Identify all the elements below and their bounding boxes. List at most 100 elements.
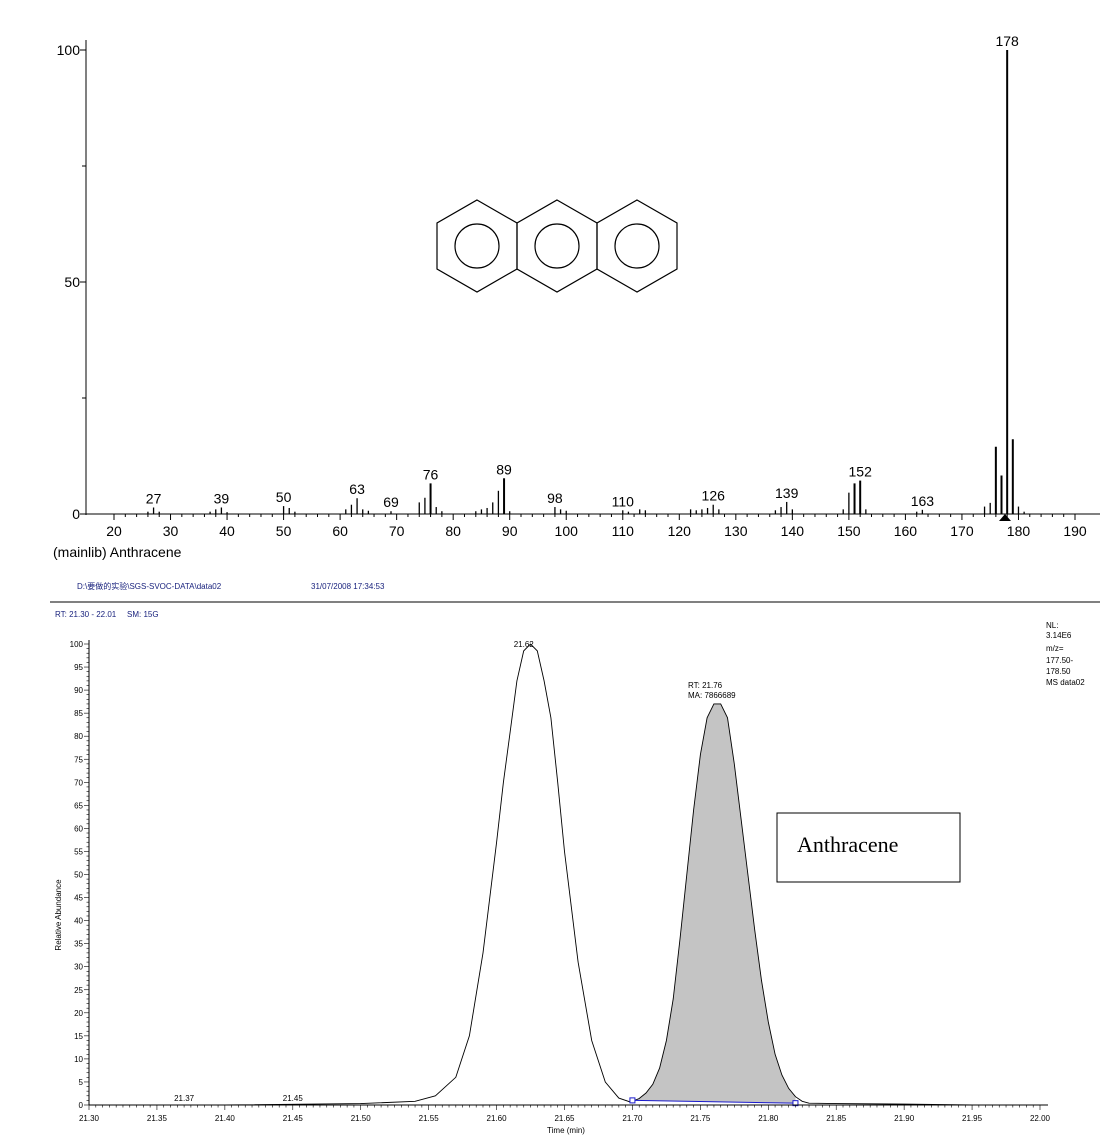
chrom-y-tick-label: 75 xyxy=(74,755,83,764)
chrom-y-tick-label: 35 xyxy=(74,940,83,949)
chrom-x-tick-label: 21.30 xyxy=(79,1114,100,1123)
ms-x-tick-label: 100 xyxy=(555,523,579,539)
x-axis-title: Time (min) xyxy=(547,1126,585,1135)
baseline-start-marker xyxy=(629,1097,636,1104)
chrom-y-tick-label: 40 xyxy=(74,917,83,926)
ms-y-tick-label: 50 xyxy=(64,274,80,290)
chrom-y-tick-label: 0 xyxy=(79,1101,84,1110)
library-caption: (mainlib) Anthracene xyxy=(53,544,182,560)
chrom-y-tick-label: 5 xyxy=(79,1078,84,1087)
ring-left-circle xyxy=(454,223,500,269)
ms-x-tick-label: 60 xyxy=(332,523,348,539)
chromatogram-trace xyxy=(89,643,1040,1106)
chrom-y-tick-label: 80 xyxy=(74,732,83,741)
ring-right-circle xyxy=(614,223,660,269)
ms-peak-label: 110 xyxy=(612,493,635,509)
ring-left xyxy=(436,199,518,293)
chrom-y-tick-label: 20 xyxy=(74,1009,83,1018)
chromatogram: 0 5 10 15 20 25 30 35 40 45 50 55 60 65 70 75 80 85 90 95 10… xyxy=(54,621,1085,1135)
chrom-y-tick-label: 25 xyxy=(74,986,83,995)
peak-rt-label: RT: 21.76 xyxy=(688,681,723,690)
chrom-y-tick-label: 15 xyxy=(74,1032,83,1041)
integrated-peak-area xyxy=(632,703,796,1104)
chrom-x-tick-label: 21.75 xyxy=(690,1114,711,1123)
ms-x-tick-label: 150 xyxy=(837,523,861,539)
chrom-y-tick-label: 10 xyxy=(74,1055,83,1064)
ring-middle-circle xyxy=(534,223,580,269)
ms-x-tick-label: 190 xyxy=(1063,523,1087,539)
chrom-peak-labels: 21.62 21.37 21.45 xyxy=(174,640,534,1103)
info-line: NL: xyxy=(1046,621,1058,630)
info-line: 178.50 xyxy=(1046,667,1071,676)
chrom-x-tick-label: 21.65 xyxy=(554,1114,575,1123)
chrom-peak-label: 21.45 xyxy=(283,1094,304,1103)
ms-peak-label: 126 xyxy=(702,488,726,504)
chrom-x-tick-label: 21.40 xyxy=(215,1114,236,1123)
ms-y-tick-label: 100 xyxy=(57,42,81,58)
chrom-x-tick-label: 21.55 xyxy=(419,1114,440,1123)
ms-x-tick-label: 70 xyxy=(389,523,405,539)
info-line: m/z= xyxy=(1046,644,1064,653)
chrom-peak-label: 21.62 xyxy=(514,640,535,649)
ms-peak-label: 163 xyxy=(911,493,935,509)
ms-x-tick-label: 170 xyxy=(950,523,974,539)
ms-x-tick-label: 80 xyxy=(445,523,461,539)
rt-range: RT: 21.30 - 22.01 xyxy=(55,610,117,619)
ms-peak-label: 63 xyxy=(349,481,365,497)
chrom-x-tick-label: 21.60 xyxy=(487,1114,508,1123)
ms-peak-label: 178 xyxy=(995,33,1019,49)
ms-peak-label: 39 xyxy=(214,491,230,507)
info-line: 177.50- xyxy=(1046,656,1073,665)
ms-x-tick-label: 110 xyxy=(612,523,635,539)
ms-x-tick-label: 160 xyxy=(894,523,918,539)
y-axis-title: Relative Abundance xyxy=(54,879,63,951)
ms-peak-label: 89 xyxy=(496,461,512,477)
ms-peaks xyxy=(147,50,1025,514)
file-path: D:\要做的实验\SGS-SVOC-DATA\data02 xyxy=(77,581,222,591)
ms-x-tick-label: 130 xyxy=(724,523,748,539)
ms-peak-label: 69 xyxy=(383,494,399,510)
ring-middle xyxy=(516,199,598,293)
ms-y-tick-label: 0 xyxy=(72,506,80,522)
chrom-y-tick-label: 100 xyxy=(70,640,84,649)
integration-baseline xyxy=(632,1099,796,1104)
ms-peak-label: 50 xyxy=(276,489,292,505)
chrom-axes: 0 5 10 15 20 25 30 35 40 45 50 55 60 65 70 75 80 85 90 95 10… xyxy=(70,640,1051,1123)
chrom-x-tick-label: 21.95 xyxy=(962,1114,983,1123)
ms-axes: 0 50 100 20 30 40 50 60 70 80 90 100 110 120 130 140 150… xyxy=(57,40,1100,539)
chrom-x-tick-label: 21.85 xyxy=(826,1114,847,1123)
chrom-y-tick-label: 60 xyxy=(74,824,83,833)
chrom-x-tick-label: 21.45 xyxy=(283,1114,304,1123)
compound-label: Anthracene xyxy=(797,832,898,857)
anthracene-structure xyxy=(436,199,678,293)
chrom-y-tick-label: 90 xyxy=(74,686,83,695)
scan-info: NL: 3.14E6 m/z= 177.50- 178.50 MS data02 xyxy=(1046,621,1085,687)
chrom-x-tick-label: 21.70 xyxy=(622,1114,643,1123)
ms-peak-label: 139 xyxy=(775,485,799,501)
chrom-x-tick-label: 21.35 xyxy=(147,1114,168,1123)
smoothing: SM: 15G xyxy=(127,610,159,619)
base-peak-marker xyxy=(999,514,1011,521)
chrom-y-tick-label: 50 xyxy=(74,871,83,880)
ms-x-tick-label: 120 xyxy=(668,523,692,539)
ms-x-tick-label: 180 xyxy=(1007,523,1031,539)
chrom-x-tick-label: 21.80 xyxy=(758,1114,779,1123)
chrom-y-tick-label: 95 xyxy=(74,663,83,672)
chrom-y-tick-label: 65 xyxy=(74,801,83,810)
ms-peak-label: 27 xyxy=(146,491,162,507)
chrom-x-tick-label: 22.00 xyxy=(1030,1114,1051,1123)
ms-peak-label: 152 xyxy=(849,464,873,480)
ms-x-tick-label: 140 xyxy=(781,523,805,539)
ms-x-tick-label: 40 xyxy=(219,523,235,539)
ms-peak-labels: 27 39 50 63 69 76 89 98 110 126 139 152 163 178 xyxy=(146,33,1019,510)
ms-x-tick-label: 90 xyxy=(502,523,518,539)
compound-label-box xyxy=(776,812,961,883)
chrom-y-tick-label: 30 xyxy=(74,963,83,972)
chrom-y-tick-label: 85 xyxy=(74,709,83,718)
chrom-y-tick-label: 55 xyxy=(74,847,83,856)
ms-x-tick-label: 20 xyxy=(106,523,122,539)
chrom-y-tick-label: 45 xyxy=(74,894,83,903)
ms-x-tick-label: 30 xyxy=(163,523,179,539)
